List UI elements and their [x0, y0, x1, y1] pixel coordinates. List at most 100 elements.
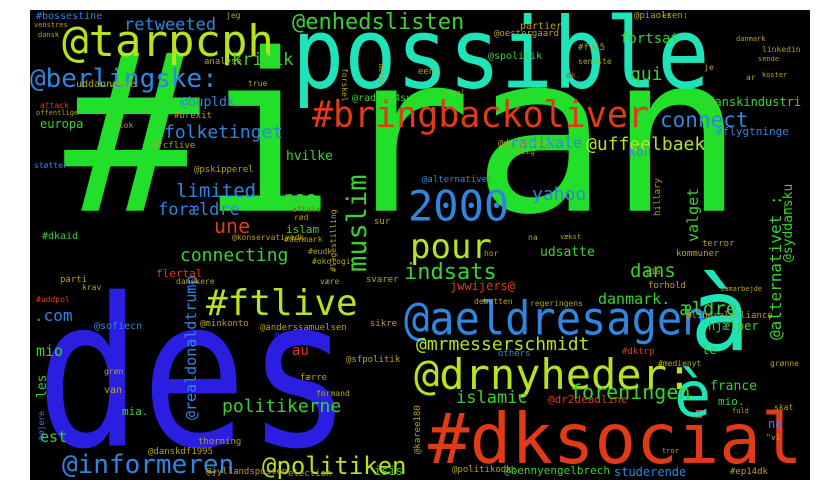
word: #eudk [308, 247, 333, 256]
word: isis [374, 464, 403, 478]
word: partier [520, 21, 563, 32]
word: hor [484, 249, 499, 258]
word: others [498, 349, 531, 359]
word: #dksocial [428, 400, 803, 480]
word: fortsat [620, 31, 680, 47]
word: #ep14dk [730, 467, 768, 477]
word: @oestergaard [494, 29, 560, 39]
word: hjælper [708, 319, 759, 333]
word: true [248, 79, 268, 88]
word: offentlige [36, 109, 79, 117]
word: election [288, 469, 332, 479]
word: tror [662, 447, 679, 455]
word: @berlingske: [30, 64, 218, 94]
word: @informeren [62, 450, 235, 480]
word: linkedin [762, 45, 801, 54]
word: le [702, 343, 717, 357]
word: jeg [226, 11, 241, 20]
word: #okologi [312, 257, 351, 266]
word: @spolitik [488, 51, 543, 62]
word: #bossestine [36, 11, 103, 22]
word: er [662, 11, 672, 20]
word: #dktrp [622, 347, 655, 357]
word: samarbejde [720, 285, 763, 293]
word: est [40, 428, 68, 446]
word: @aeldresagen [404, 291, 708, 346]
word: #brexit [174, 111, 212, 121]
word: aftale [292, 205, 321, 214]
word: radikale [510, 134, 583, 152]
word: ar [746, 73, 756, 82]
word: færre [300, 373, 328, 383]
word: vigtig [506, 147, 535, 156]
word: analyse [204, 57, 242, 67]
word: #uddpol [36, 295, 70, 304]
word: @uffeelbaek [586, 134, 706, 155]
word: mette [377, 64, 385, 86]
word: limited [176, 180, 257, 202]
word: jwwijers@ [450, 279, 516, 293]
word: sende [758, 55, 780, 63]
word: @sfpolitik [346, 355, 401, 365]
word: @anderssamuelsen [260, 323, 347, 333]
word: ne [768, 417, 783, 431]
word: france [710, 379, 757, 394]
word: yahoo [532, 184, 587, 205]
word: #ligestilling [329, 209, 338, 272]
word: indsats [404, 260, 497, 285]
word: europa [40, 117, 84, 131]
word: #flygtninge [716, 125, 789, 138]
word: støtter [34, 161, 68, 170]
word: pour [410, 227, 492, 267]
word: #fv15 [578, 43, 606, 53]
word: danmark [736, 35, 766, 43]
word: retweeted [124, 15, 217, 35]
word: studerende [614, 465, 687, 479]
word: grøn [104, 367, 124, 376]
word: parti [60, 275, 88, 285]
word: dans [630, 260, 676, 282]
word: @liberalalliance [686, 311, 773, 321]
word: @pskipperel [194, 165, 254, 175]
word: hvilke [286, 149, 333, 164]
word: #fcflive [152, 141, 196, 151]
word: grønne [770, 359, 799, 368]
word: mia. [122, 405, 149, 418]
word: @dr2deadline [548, 393, 628, 406]
word: "vi [766, 433, 781, 442]
word: @karee180 [413, 405, 423, 454]
word: @minkonto [200, 319, 249, 329]
word: @jyllandsposten [206, 467, 288, 477]
word: krav [82, 283, 102, 292]
word: hillary [653, 178, 663, 216]
word: @piaolsen: [634, 11, 689, 21]
word: @tarpcph [62, 16, 274, 67]
word: forældre [158, 200, 240, 220]
word: danmark. [598, 290, 671, 308]
word: debatten [474, 297, 513, 306]
word: mio [36, 342, 64, 360]
word: @konservativedk [232, 233, 305, 242]
word: @sofiecn [94, 321, 143, 332]
word: svarer [366, 275, 399, 285]
word: 2000 [408, 182, 510, 232]
word: @realdonaldtrump [182, 275, 200, 421]
word: #denmark [284, 235, 323, 244]
word: je [704, 63, 714, 72]
word: mio. [718, 395, 745, 408]
word: venstres [34, 21, 68, 29]
word: possible [292, 10, 710, 112]
word: forskel [340, 68, 349, 102]
word: au [292, 343, 309, 359]
word: formand [316, 389, 350, 398]
word: @bupldk [180, 95, 235, 110]
word: udsatte [540, 245, 595, 260]
word: @drnyheder [498, 139, 553, 149]
word: kritik [232, 50, 294, 70]
word: kbh [628, 145, 652, 160]
word: sur [374, 217, 391, 227]
word: islam [286, 223, 320, 236]
word: #dkaid [42, 231, 79, 242]
word: kommuner [676, 249, 720, 259]
word: folketinget [164, 122, 284, 143]
